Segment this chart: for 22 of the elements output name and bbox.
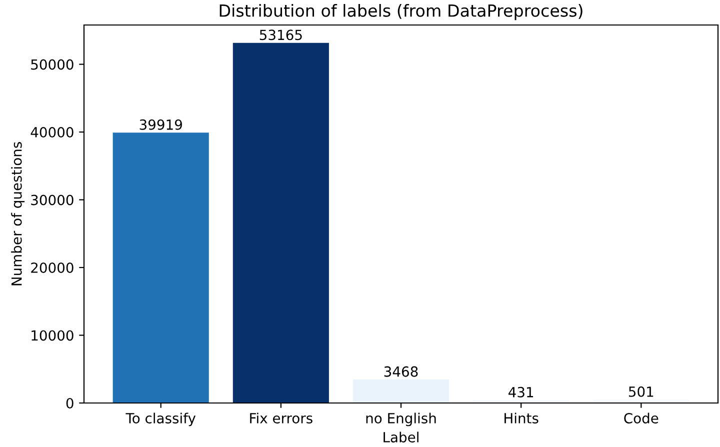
x-tick-label: Hints: [504, 412, 538, 424]
data-label: 431: [508, 386, 534, 398]
data-label: 3468: [384, 366, 418, 377]
data-label: 53165: [260, 30, 302, 40]
data-label: 39919: [140, 119, 182, 130]
y-tick-label: 50000: [31, 59, 74, 70]
y-tick-label: 10000: [32, 330, 74, 341]
data-label: 501: [628, 386, 654, 397]
bar: [112, 132, 209, 403]
y-axis-title: Number of questions: [11, 142, 25, 286]
chart-title: Distribution of labels (from DataPreprocess): [220, 4, 582, 20]
bar: [232, 42, 329, 403]
y-tick-label: 40000: [30, 127, 74, 138]
x-tick-label: Fix errors: [250, 412, 312, 424]
y-tick-label: 20000: [31, 262, 74, 273]
x-tick-label: To classify: [126, 412, 196, 426]
x-tick-label: Code: [624, 412, 658, 424]
bar: [352, 380, 450, 403]
x-tick-label: no English: [366, 412, 436, 426]
y-tick-label: 0: [66, 398, 74, 408]
y-tick-label: 30000: [31, 194, 74, 206]
x-axis-title: Label: [384, 432, 418, 442]
